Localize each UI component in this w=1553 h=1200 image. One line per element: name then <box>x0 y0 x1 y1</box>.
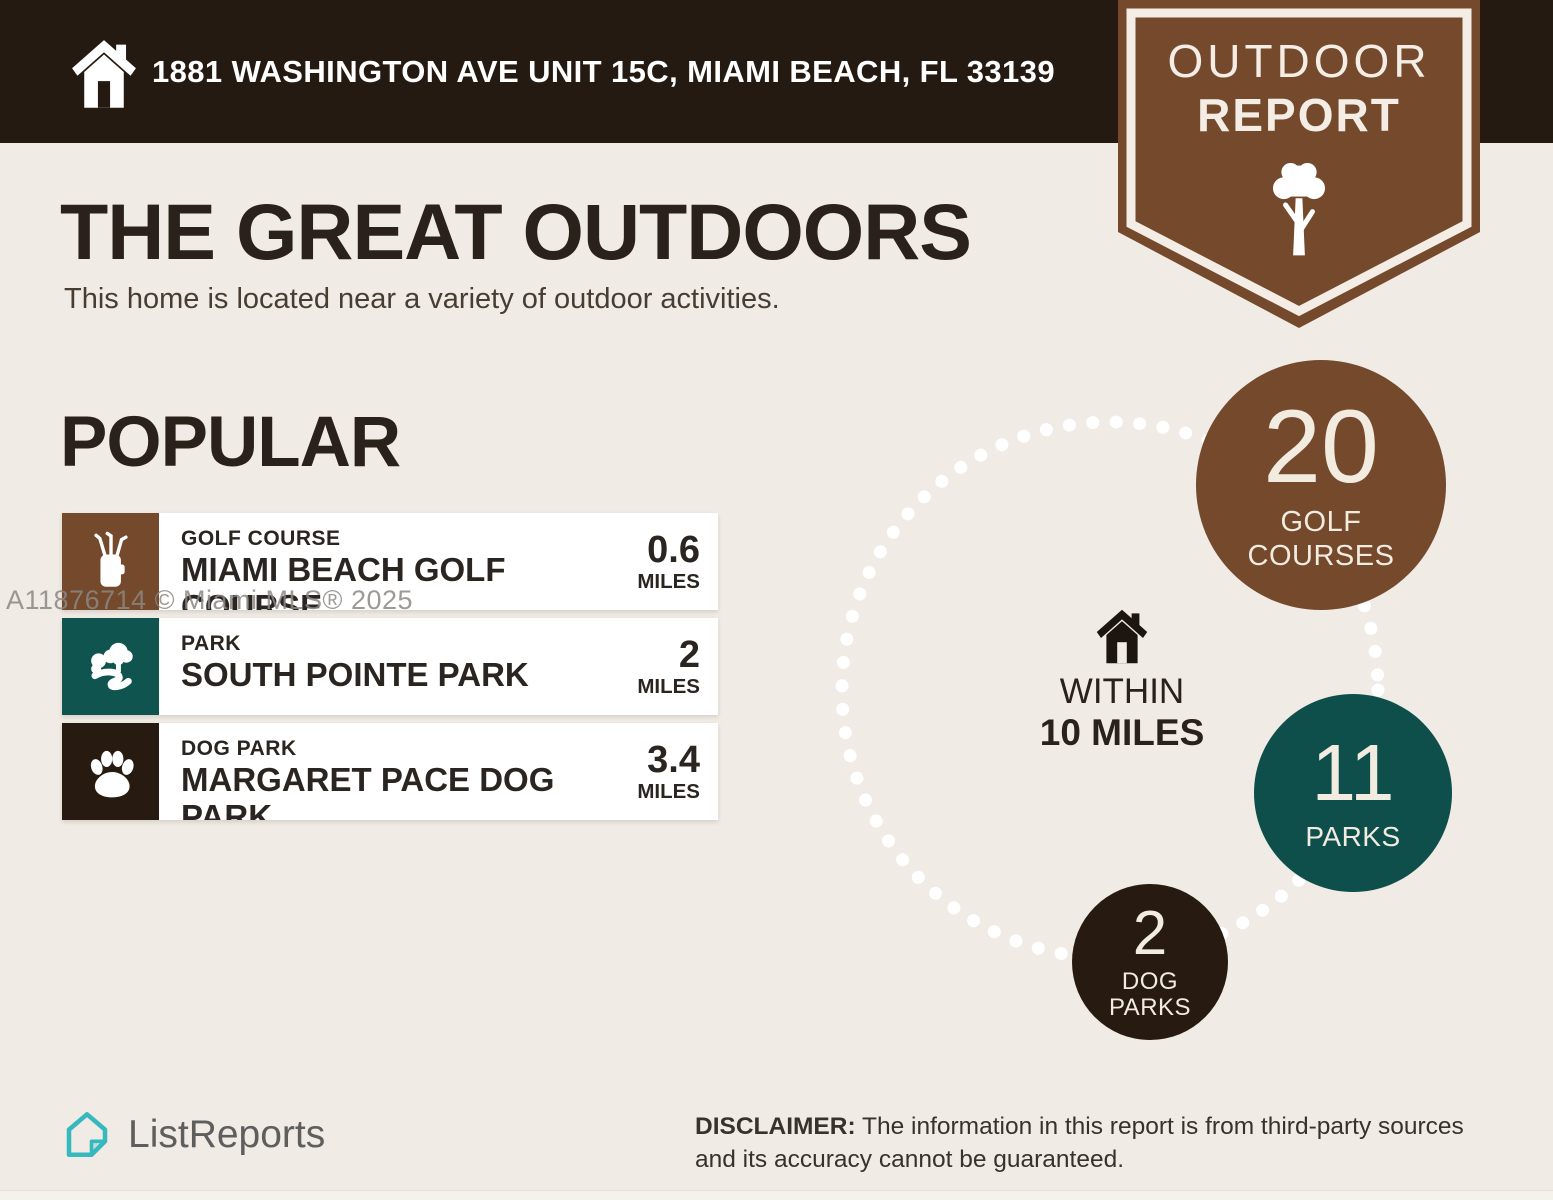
outdoor-report-badge: OUTDOOR REPORT <box>1118 0 1480 332</box>
list-item: DOG PARK MARGARET PACE DOG PARK 3.4 MILE… <box>62 723 718 820</box>
stat-label: PARKS <box>1305 821 1401 852</box>
listreports-brand: ListReports <box>60 1108 325 1162</box>
disclaimer: DISCLAIMER: The information in this repo… <box>695 1110 1505 1176</box>
stat-label: DOG PARKS <box>1108 967 1192 1021</box>
golf-bag-icon <box>62 513 159 610</box>
item-name: MARGARET PACE DOG PARK <box>181 761 555 820</box>
disclaimer-label: DISCLAIMER: <box>695 1113 856 1140</box>
stat-value: 20 <box>1263 389 1379 505</box>
badge-shield-shape <box>1118 0 1480 328</box>
property-address: 1881 WASHINGTON AVE UNIT 15C, MIAMI BEAC… <box>152 53 1055 89</box>
home-icon <box>1096 609 1148 664</box>
item-distance-unit: MILES <box>637 674 700 698</box>
popular-section-title: POPULAR <box>60 403 401 482</box>
item-category: GOLF COURSE <box>181 527 341 550</box>
item-name: SOUTH POINTE PARK <box>181 656 529 693</box>
paw-icon <box>62 723 159 820</box>
popular-list: GOLF COURSE MIAMI BEACH GOLF COURSE 0.6 … <box>62 513 718 828</box>
listreports-house-icon <box>66 1112 108 1158</box>
item-distance: 0.6 <box>647 528 700 571</box>
stat-circle-golf-courses: 20 GOLF COURSES <box>1196 360 1446 610</box>
page-subtitle: This home is located near a variety of o… <box>64 283 780 315</box>
item-distance: 2 <box>678 633 700 676</box>
item-category: DOG PARK <box>181 737 297 760</box>
bottom-edge-strip <box>0 1190 1553 1200</box>
disclaimer-text: The information in this report is from t… <box>695 1113 1464 1173</box>
list-item-card: PARK SOUTH POINTE PARK 2 MILES <box>159 618 718 715</box>
item-distance-unit: MILES <box>637 569 700 593</box>
stat-label: GOLF COURSES <box>1247 506 1395 572</box>
list-item-card: DOG PARK MARGARET PACE DOG PARK 3.4 MILE… <box>159 723 718 820</box>
stat-circle-dog-parks: 2 DOG PARKS <box>1072 884 1228 1040</box>
home-icon <box>72 40 136 108</box>
list-item-card: GOLF COURSE MIAMI BEACH GOLF COURSE 0.6 … <box>159 513 718 610</box>
mls-watermark: A11876714 © Miami MLS® 2025 <box>6 585 414 615</box>
badge-title-line2: REPORT <box>1197 89 1401 141</box>
badge-title-line1: OUTDOOR <box>1167 35 1431 87</box>
tree-icon <box>1272 162 1326 256</box>
stat-circle-parks: 11 PARKS <box>1254 694 1452 892</box>
item-category: PARK <box>181 632 241 655</box>
stat-value: 11 <box>1311 728 1395 817</box>
park-tree-icon <box>62 618 159 715</box>
brand-name: ListReports <box>128 1113 326 1156</box>
item-name: MIAMI BEACH GOLF COURSE <box>181 551 506 610</box>
within-radius-label: WITHIN 10 MILES <box>1020 604 1224 754</box>
within-line1: WITHIN <box>1059 672 1185 711</box>
list-item: PARK SOUTH POINTE PARK 2 MILES <box>62 618 718 715</box>
item-distance-unit: MILES <box>637 779 700 803</box>
within-line2: 10 MILES <box>1039 712 1205 753</box>
item-distance: 3.4 <box>647 738 700 781</box>
list-item: GOLF COURSE MIAMI BEACH GOLF COURSE 0.6 … <box>62 513 718 610</box>
page-title: THE GREAT OUTDOORS <box>60 187 972 276</box>
stat-value: 2 <box>1132 898 1168 968</box>
